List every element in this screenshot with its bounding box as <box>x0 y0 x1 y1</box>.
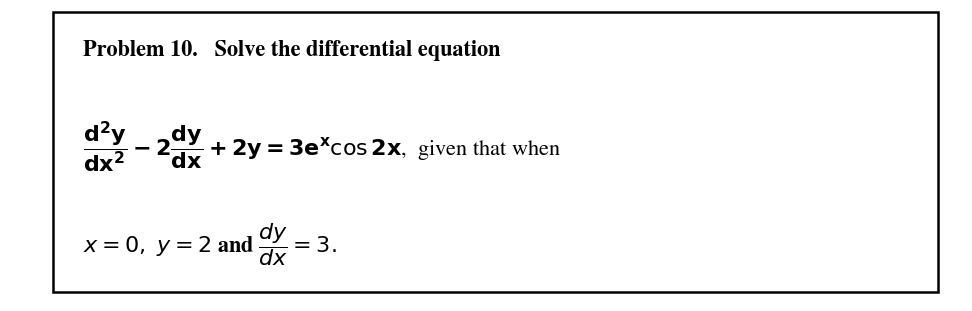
Text: Problem 10.   Solve the differential equation: Problem 10. Solve the differential equat… <box>83 40 501 62</box>
Text: $x=0,\ y=2$ and $\dfrac{dy}{dx}=3.$: $x=0,\ y=2$ and $\dfrac{dy}{dx}=3.$ <box>83 221 336 268</box>
Bar <box>53 12 938 292</box>
Text: $\mathbf{\dfrac{d^2y}{dx^2} - 2\dfrac{dy}{dx} + 2y = 3e^x \cos 2x}$,  given that: $\mathbf{\dfrac{d^2y}{dx^2} - 2\dfrac{dy… <box>83 120 561 175</box>
